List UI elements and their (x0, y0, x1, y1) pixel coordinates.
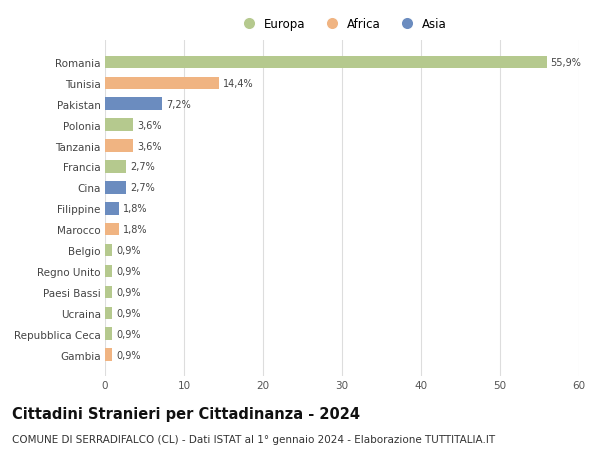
Bar (105, 349, 112, 361)
Bar (105, 140, 133, 152)
Text: COMUNE DI SERRADIFALCO (CL) - Dati ISTAT al 1° gennaio 2024 - Elaborazione TUTTI: COMUNE DI SERRADIFALCO (CL) - Dati ISTAT… (12, 434, 495, 444)
Text: 1,8%: 1,8% (123, 204, 148, 214)
Text: 3,6%: 3,6% (137, 120, 162, 130)
Text: 1,8%: 1,8% (123, 225, 148, 235)
Legend: Europa, Africa, Asia: Europa, Africa, Asia (232, 14, 452, 36)
Bar (105, 182, 127, 194)
Text: 0,9%: 0,9% (116, 287, 140, 297)
Text: 0,9%: 0,9% (116, 246, 140, 256)
Text: 2,7%: 2,7% (130, 183, 155, 193)
Text: 0,9%: 0,9% (116, 308, 140, 318)
Text: 0,9%: 0,9% (116, 266, 140, 276)
Text: 0,9%: 0,9% (116, 329, 140, 339)
Bar (105, 98, 162, 111)
Text: 7,2%: 7,2% (166, 100, 191, 110)
Bar (105, 328, 112, 340)
Bar (105, 265, 112, 278)
Text: 2,7%: 2,7% (130, 162, 155, 172)
Bar (105, 244, 112, 257)
Bar (105, 224, 119, 236)
Bar (105, 161, 127, 174)
Bar (105, 119, 133, 132)
Bar (105, 78, 219, 90)
Bar (105, 56, 547, 69)
Text: 55,9%: 55,9% (551, 58, 581, 68)
Bar (105, 286, 112, 298)
Bar (105, 202, 119, 215)
Text: Cittadini Stranieri per Cittadinanza - 2024: Cittadini Stranieri per Cittadinanza - 2… (12, 406, 360, 421)
Text: 14,4%: 14,4% (223, 78, 253, 89)
Text: 3,6%: 3,6% (137, 141, 162, 151)
Bar (105, 307, 112, 319)
Text: 0,9%: 0,9% (116, 350, 140, 360)
